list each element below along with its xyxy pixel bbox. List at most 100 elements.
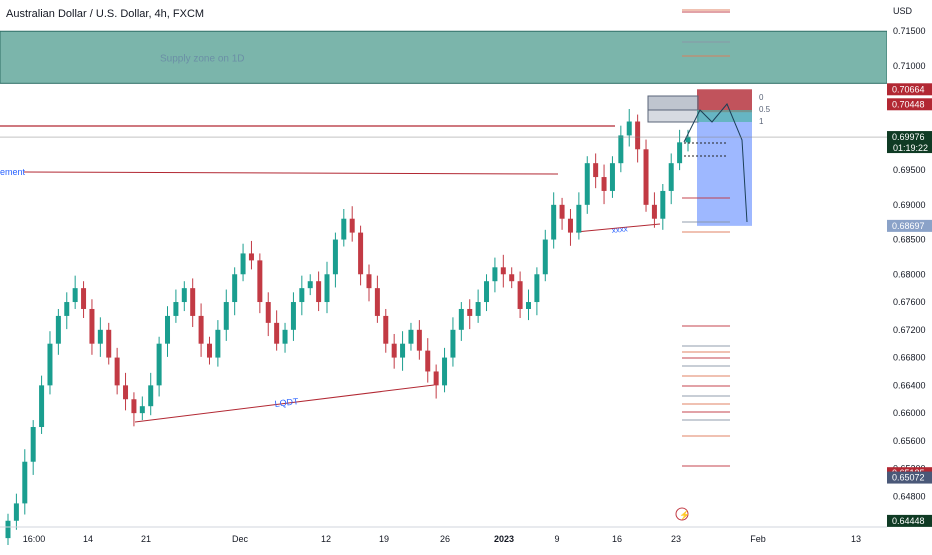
candle-body bbox=[190, 288, 196, 316]
x-tick-label: 26 bbox=[440, 534, 450, 544]
x-tick-label: 12 bbox=[321, 534, 331, 544]
candle-body bbox=[391, 343, 397, 358]
candle-body bbox=[458, 308, 464, 330]
candle-body bbox=[584, 163, 590, 205]
x-tick-label: 9 bbox=[554, 534, 559, 544]
y-tick-label: 0.66400 bbox=[893, 380, 926, 390]
candle-body bbox=[576, 204, 582, 233]
y-tick-label: 0.66800 bbox=[893, 353, 926, 363]
price-tag bbox=[887, 514, 932, 527]
candle-body bbox=[39, 385, 45, 428]
candle-body bbox=[450, 329, 456, 358]
candle-body bbox=[626, 121, 632, 136]
currency-label: USD bbox=[893, 6, 913, 16]
candle-body bbox=[400, 343, 406, 358]
candle-body bbox=[366, 274, 372, 289]
candle-body bbox=[551, 204, 557, 240]
supply-zone bbox=[0, 30, 888, 84]
entry-zone bbox=[697, 110, 752, 122]
candle-body bbox=[5, 520, 11, 539]
supply-zone-label: Supply zone on 1D bbox=[160, 53, 245, 64]
candle-body bbox=[232, 274, 238, 303]
candle-body bbox=[467, 308, 473, 316]
candle-body bbox=[677, 142, 683, 164]
candle-body bbox=[165, 315, 171, 344]
candle-body bbox=[215, 329, 221, 358]
candle-body bbox=[257, 260, 263, 303]
x-tick-label: 16:00 bbox=[23, 534, 46, 544]
fib-label: 0.5 bbox=[759, 105, 771, 114]
candle-body bbox=[181, 288, 187, 303]
candle-body bbox=[274, 322, 280, 344]
price-tag-text: 0.65072 bbox=[892, 473, 925, 483]
candle-body bbox=[349, 218, 355, 233]
candle-body bbox=[299, 288, 305, 303]
candle-body bbox=[416, 329, 422, 351]
candle-body bbox=[559, 204, 565, 219]
fib-label: 0 bbox=[759, 93, 764, 102]
candle-body bbox=[643, 149, 649, 205]
x-tick-label: 13 bbox=[851, 534, 861, 544]
xxxx-label: xxxx bbox=[611, 224, 628, 235]
x-tick-label: 19 bbox=[379, 534, 389, 544]
candle-body bbox=[72, 288, 78, 303]
y-tick-label: 0.66000 bbox=[893, 408, 926, 418]
candle-body bbox=[383, 315, 389, 344]
candle-body bbox=[567, 218, 573, 233]
candle-body bbox=[282, 329, 288, 344]
x-tick-label: Dec bbox=[232, 534, 249, 544]
candle-body bbox=[30, 427, 36, 462]
x-tick-label: Feb bbox=[750, 534, 766, 544]
price-tag-text: 0.70448 bbox=[892, 99, 925, 109]
candle-body bbox=[47, 343, 53, 386]
candle-body bbox=[22, 461, 28, 504]
candle-body bbox=[525, 302, 531, 309]
candle-body bbox=[198, 315, 204, 344]
lqdt-label: LQDT bbox=[274, 396, 300, 409]
candle-body bbox=[55, 315, 61, 344]
xxxx-trendline bbox=[575, 223, 661, 233]
y-tick-label: 0.68000 bbox=[893, 269, 926, 279]
price-tag-countdown: 01:19:22 bbox=[893, 143, 928, 153]
candle-body bbox=[89, 308, 95, 344]
candle-body bbox=[139, 406, 145, 414]
chart-title: Australian Dollar / U.S. Dollar, 4h, FXC… bbox=[6, 8, 204, 20]
candle-body bbox=[156, 343, 162, 386]
candle-body bbox=[341, 218, 347, 240]
ement-label: ement bbox=[0, 167, 26, 177]
y-tick-label: 0.69500 bbox=[893, 165, 926, 175]
candle-body bbox=[324, 274, 330, 303]
candle-body bbox=[517, 281, 523, 309]
candle-body bbox=[509, 274, 515, 282]
candle-body bbox=[290, 302, 296, 330]
y-tick-label: 0.71000 bbox=[893, 61, 926, 71]
candle-body bbox=[223, 302, 229, 330]
x-tick-label: 23 bbox=[671, 534, 681, 544]
y-tick-label: 0.69000 bbox=[893, 200, 926, 210]
price-tag bbox=[887, 131, 932, 154]
candle-body bbox=[248, 253, 254, 261]
candle-body bbox=[660, 190, 666, 219]
ement-line bbox=[23, 171, 559, 175]
symbol-title: Australian Dollar / U.S. Dollar, 4h, FXC… bbox=[6, 8, 205, 20]
candle-body bbox=[534, 274, 540, 303]
candle-body bbox=[618, 135, 624, 164]
candle-body bbox=[601, 177, 607, 191]
candle-body bbox=[316, 281, 322, 303]
lqdt-trendline bbox=[134, 384, 435, 423]
candle-body bbox=[408, 329, 414, 344]
candle-body bbox=[307, 281, 313, 289]
candle-body bbox=[635, 121, 641, 150]
candle-body bbox=[332, 239, 338, 275]
y-tick-label: 0.67200 bbox=[893, 325, 926, 335]
x-tick-label: 16 bbox=[612, 534, 622, 544]
candle-body bbox=[593, 163, 599, 178]
candle-body bbox=[131, 399, 137, 414]
candle-body bbox=[358, 232, 364, 275]
x-tick-label: 14 bbox=[83, 534, 93, 544]
fib-box-lower bbox=[647, 109, 699, 123]
candle-body bbox=[668, 163, 674, 191]
candle-body bbox=[609, 163, 615, 191]
